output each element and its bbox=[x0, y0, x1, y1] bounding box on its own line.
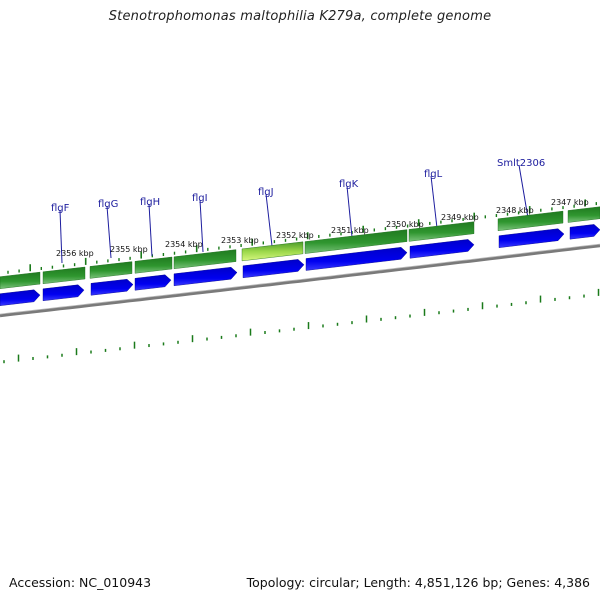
ruler-label: 2347 kbp bbox=[551, 198, 589, 207]
inner-tick-track bbox=[3, 288, 600, 364]
ruler-label: 2351 kbp bbox=[331, 226, 369, 235]
gene-leader-line bbox=[106, 205, 112, 259]
gene-feature[interactable] bbox=[567, 206, 600, 223]
gene-leader-line bbox=[59, 209, 63, 264]
gene-label-flgl[interactable]: flgL bbox=[424, 169, 443, 180]
ruler-label: 2348 kbp bbox=[496, 206, 534, 215]
ruler-label: 2355 kbp bbox=[110, 245, 148, 254]
gene-label-flgi[interactable]: flgI bbox=[192, 193, 208, 204]
gene-label-flgk[interactable]: flgK bbox=[339, 179, 359, 190]
gene-labels: flgF flgG flgH flgI flgJ flgK flgL Smlt2306 bbox=[51, 158, 545, 214]
gene-leader-line bbox=[430, 175, 438, 229]
cds-feature-arrow[interactable] bbox=[242, 259, 305, 279]
gene-feature[interactable] bbox=[89, 261, 133, 279]
ruler-label: 2354 kbp bbox=[165, 240, 203, 249]
gene-label-flgh[interactable]: flgH bbox=[140, 197, 160, 208]
cds-feature-arrow[interactable] bbox=[0, 289, 41, 306]
ruler-labels: 2356 kbp 2355 kbp 2354 kbp 2353 kbp 2352 kbp… bbox=[56, 198, 589, 258]
gene-feature[interactable] bbox=[173, 249, 237, 270]
gene-label-smlt2306[interactable]: Smlt2306 bbox=[497, 158, 545, 169]
accession-text: Accession: NC_010943 bbox=[9, 575, 152, 590]
cds-feature-arrow[interactable] bbox=[409, 239, 475, 259]
gene-feature-highlighted[interactable] bbox=[241, 241, 304, 262]
gene-label-leaders bbox=[59, 164, 529, 264]
ruler-label: 2349 kbp bbox=[441, 213, 479, 222]
genome-backbone bbox=[0, 243, 600, 318]
ruler-label: 2352 kbp bbox=[276, 231, 314, 240]
cds-feature-arrow[interactable] bbox=[569, 224, 600, 240]
cds-feature-arrow[interactable] bbox=[90, 278, 134, 296]
gene-feature[interactable] bbox=[0, 271, 41, 289]
gene-leader-line bbox=[265, 193, 273, 247]
ruler-label: 2353 kbp bbox=[221, 236, 259, 245]
genome-title: Stenotrophomonas maltophilia K279a, comp… bbox=[108, 9, 492, 24]
gene-feature-track[interactable] bbox=[0, 206, 600, 289]
cds-feature-arrow[interactable] bbox=[42, 284, 85, 302]
gene-label-flgf[interactable]: flgF bbox=[51, 203, 70, 214]
gene-feature[interactable] bbox=[304, 229, 408, 254]
gene-leader-line bbox=[346, 185, 353, 238]
ruler-label: 2350 kbp bbox=[386, 220, 424, 229]
gene-label-flgj[interactable]: flgJ bbox=[258, 187, 274, 198]
gene-leader-line bbox=[518, 164, 529, 219]
cds-feature-track[interactable] bbox=[0, 224, 600, 306]
backbone-highlight bbox=[0, 243, 600, 315]
cds-feature-arrow[interactable] bbox=[305, 247, 408, 271]
gene-feature[interactable] bbox=[42, 266, 86, 285]
gene-leader-line bbox=[148, 203, 153, 257]
gene-feature[interactable] bbox=[497, 210, 564, 232]
cds-feature-arrow[interactable] bbox=[498, 228, 565, 248]
backbone-line bbox=[0, 244, 600, 318]
genome-summary-text: Topology: circular; Length: 4,851,126 bp… bbox=[246, 575, 590, 590]
gene-leader-line bbox=[199, 199, 204, 253]
ruler-label: 2356 kbp bbox=[56, 249, 94, 258]
gene-feature[interactable] bbox=[134, 256, 173, 274]
gene-feature[interactable] bbox=[408, 221, 475, 242]
outer-tick-track bbox=[7, 199, 597, 274]
cds-feature-arrow[interactable] bbox=[173, 266, 238, 287]
gene-label-flgg[interactable]: flgG bbox=[98, 199, 118, 210]
cds-feature-arrow[interactable] bbox=[134, 274, 172, 291]
